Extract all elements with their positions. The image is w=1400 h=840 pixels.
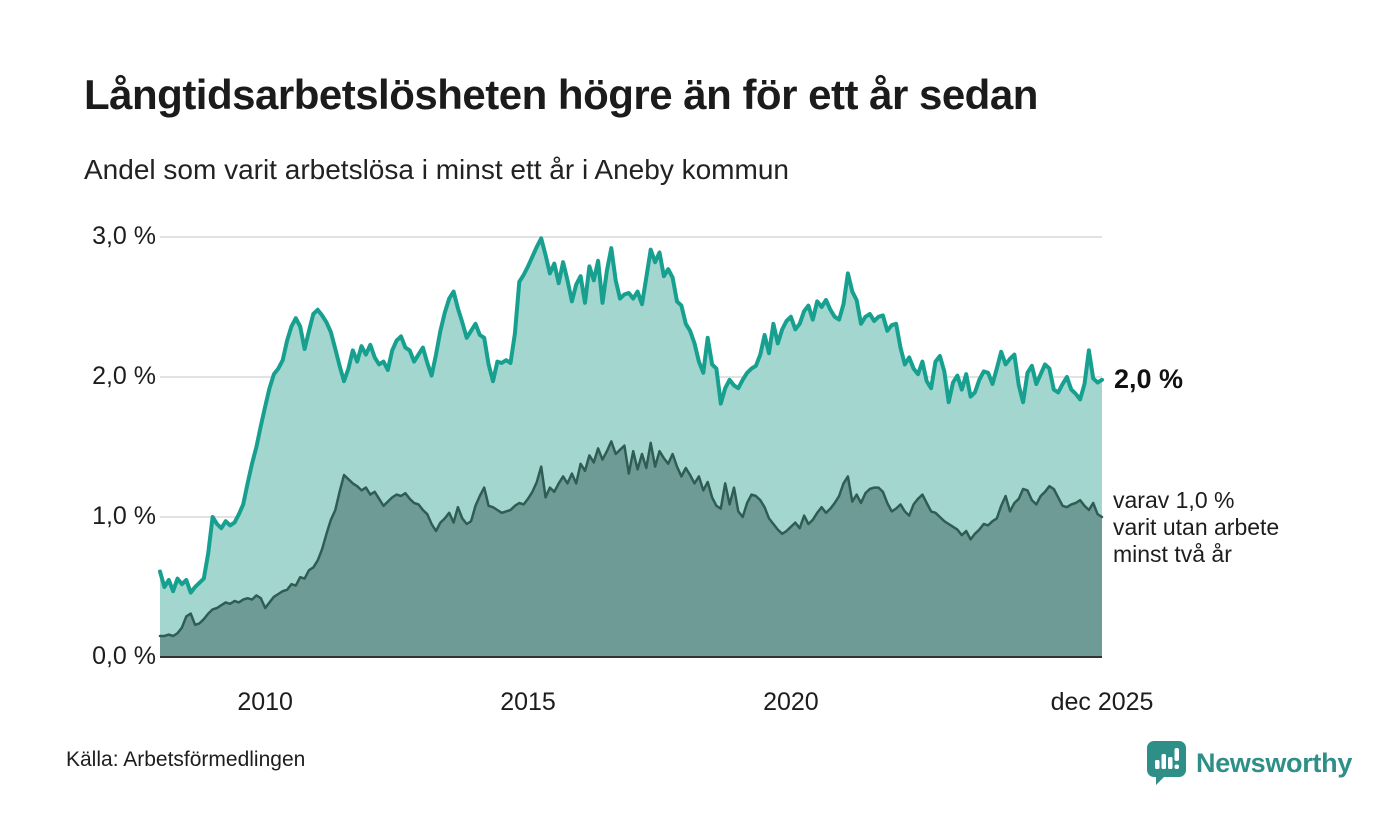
series-end-label-total: 2,0 % (1114, 363, 1184, 394)
logo-wordmark: Newsworthy (1196, 747, 1353, 778)
unemployed-min-two-years-line (158, 440, 1104, 638)
y-axis-tick-label: 1,0 % (92, 502, 156, 530)
x-axis-tick-label: 2020 (763, 688, 819, 716)
source-attribution: Källa: Arbetsförmedlingen (66, 748, 306, 771)
x-axis-tick-label: dec 2025 (1050, 688, 1154, 716)
y-axis-tick-label: 2,0 % (92, 362, 156, 390)
page-title: Långtidsarbetslösheten högre än för ett … (84, 71, 1038, 118)
y-axis-tick-label: 3,0 % (92, 222, 156, 250)
page-subtitle: Andel som varit arbetslösa i minst ett å… (84, 154, 789, 185)
series-end-label-two-years: varav 1,0 % varit utan arbete minst två … (1113, 487, 1280, 567)
bar-chart-speech-bubble-icon (1147, 741, 1186, 785)
x-axis-tick-label: 2010 (237, 688, 293, 716)
y-axis-tick-label: 0,0 % (92, 642, 156, 670)
unemployed-min-two-years-area (160, 441, 1102, 657)
unemployed-min-one-year-line (158, 236, 1104, 595)
newsworthy-logo: Newsworthy (1146, 740, 1352, 786)
x-axis-tick-label: 2015 (500, 688, 556, 716)
